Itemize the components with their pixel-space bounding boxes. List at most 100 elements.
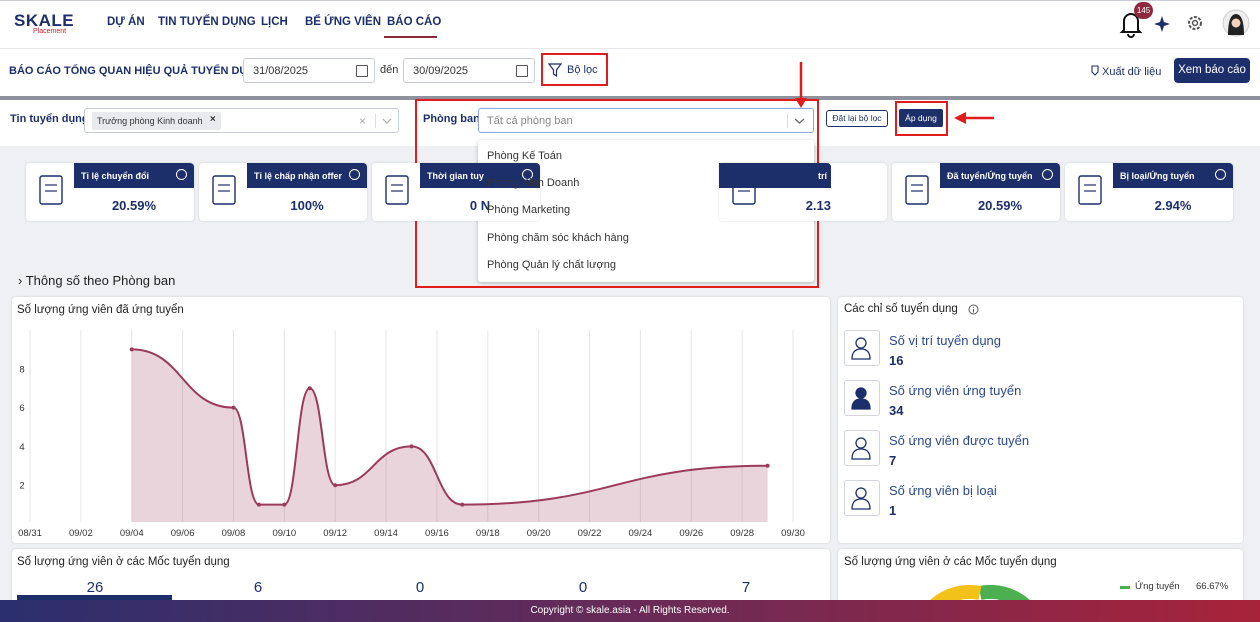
menu-item[interactable]: BỂ ỨNG VIÊN [305, 16, 381, 28]
export-button[interactable]: Xuất dữ liệu [1102, 66, 1162, 78]
pie-title: Số lượng ứng viên ở các Mốc tuyển dụng [844, 556, 1057, 568]
menu-item[interactable]: BÁO CÁO [387, 16, 442, 28]
dropdown-option[interactable]: Phòng Kế Toán [487, 150, 563, 162]
line-chart: Số lượng ứng viên đã ứng tuyển 08/31 09/0… [17, 304, 805, 539]
section-title-text: Thông số theo Phòng ban [25, 273, 176, 288]
data-point [765, 463, 770, 468]
icon-head [855, 487, 867, 499]
indicators-title: Các chỉ số tuyển dụng [844, 303, 958, 315]
info-icon[interactable] [968, 304, 979, 315]
report-title: BÁO CÁO TỔNG QUAN HIỆU QUẢ TUYỂN DỤNG [9, 65, 264, 77]
info-icon[interactable] [1042, 169, 1053, 180]
reset-button[interactable]: Đặt lại bộ lọc [826, 110, 888, 127]
filter-icon [548, 63, 562, 77]
milestone-value: 7 [741, 579, 751, 596]
x-tick-label: 09/20 [527, 528, 551, 539]
dropdown-option[interactable]: Phòng Marketing [487, 204, 571, 216]
indicator-label: Số vị trí tuyển dụng [889, 333, 1002, 348]
menu-item[interactable]: DỰ ÁN [107, 16, 145, 28]
indicator-label: Số ứng viên bị loại [889, 483, 997, 498]
kpi-icon [380, 173, 414, 207]
legend-label: Ứng tuyển [1135, 581, 1180, 592]
dept-placeholder: Tất cả phòng ban [487, 115, 573, 127]
data-point [460, 502, 465, 507]
divider [375, 114, 376, 128]
icon-shape [905, 175, 929, 205]
menu-item[interactable]: LỊCH [261, 16, 288, 28]
data-point [307, 386, 312, 391]
tag-remove[interactable]: × [209, 114, 216, 125]
x-tick-label: 09/18 [476, 528, 500, 539]
x-tick-label: 09/16 [425, 528, 449, 539]
filter-button[interactable]: Bộ lọc [567, 64, 598, 76]
kpi-icon-graphic [385, 175, 409, 205]
x-tick-label: 09/28 [730, 528, 754, 539]
icon-shape [385, 175, 409, 205]
x-tick-label: 09/30 [781, 528, 805, 539]
kpi-label: Tỉ lệ chấp nhận offer [247, 163, 367, 188]
icon-shape [1078, 175, 1102, 205]
kpi-label: trí [719, 163, 831, 188]
date-from-text: 31/08/2025 [253, 65, 309, 77]
data-point [282, 502, 287, 507]
person-icon [851, 437, 871, 460]
dropdown-option[interactable]: Phòng Quản lý chất lượng [487, 259, 616, 271]
logo[interactable]: SKALE [14, 11, 75, 30]
dropdown-option[interactable]: Phòng chăm sóc khách hàng [487, 232, 629, 244]
icon-shape [39, 175, 63, 205]
info-icon[interactable] [349, 169, 360, 180]
kpi-label: Đã tuyển/Ứng tuyển [940, 163, 1060, 188]
data-point [333, 483, 338, 488]
info-icon[interactable] [522, 169, 533, 180]
menu-item[interactable]: TIN TUYỂN DỤNG [158, 16, 256, 28]
icon-shape [212, 175, 236, 205]
milestones-title: Số lượng ứng viên ở các Mốc tuyển dụng [17, 556, 230, 568]
kpi-icon-graphic [905, 175, 929, 205]
ai-icon[interactable] [1154, 16, 1170, 32]
info-icon[interactable] [176, 169, 187, 180]
x-tick-label: 09/12 [323, 528, 347, 539]
info-icon[interactable] [1215, 169, 1226, 180]
nav-icons [1119, 9, 1250, 38]
avatar-face [1231, 18, 1241, 28]
kpi-icon-graphic [39, 175, 63, 205]
kpi-label: Tỉ lệ chuyển đổi [74, 163, 194, 188]
indicator-value: 1 [889, 503, 897, 518]
date-to[interactable]: 30/09/2025 [403, 58, 535, 83]
icon-head [855, 337, 867, 349]
dropdown-option[interactable]: Phòng Kinh Doanh [487, 177, 580, 189]
milestone-bar [17, 595, 172, 601]
x-tick-label: 09/14 [374, 528, 398, 539]
bell-icon[interactable] [1119, 13, 1143, 38]
data-point [409, 444, 414, 449]
line-area [131, 349, 768, 522]
annotation-arrows [795, 62, 994, 124]
clear-icon[interactable]: × [358, 114, 366, 128]
settings-icon[interactable] [1188, 16, 1202, 30]
x-tick-label: 09/02 [69, 528, 93, 539]
job-tag-text: Trưởng phòng Kinh doanh [97, 116, 203, 126]
section-title[interactable]: › Thông số theo Phòng ban [18, 273, 176, 288]
x-tick-label: 09/10 [272, 528, 296, 539]
milestone-value: 6 [253, 579, 263, 596]
icon-head [855, 437, 867, 449]
legend-value: 66.67% [1196, 581, 1229, 592]
dept-select[interactable]: Tất cả phòng ban [478, 108, 814, 133]
indicator-value: 7 [889, 453, 897, 468]
data-point [129, 347, 134, 352]
toolbar [0, 48, 1260, 96]
active-indicator [384, 36, 437, 38]
filter-highlight [541, 53, 608, 86]
chart-title: Số lượng ứng viên đã ứng tuyển [17, 304, 184, 316]
apply-button[interactable]: Áp dụng [899, 109, 943, 127]
info-icon[interactable] [869, 169, 880, 180]
to-label: đến [380, 64, 399, 76]
milestone-value: 26 [86, 579, 104, 596]
indicators-card [838, 297, 1243, 543]
date-from[interactable]: 31/08/2025 [243, 58, 375, 83]
kpi-icon-graphic [1078, 175, 1102, 205]
view-report-button[interactable]: Xem báo cáo [1174, 58, 1250, 83]
logo-sub: Placement [33, 28, 67, 35]
person-icon [851, 487, 871, 510]
